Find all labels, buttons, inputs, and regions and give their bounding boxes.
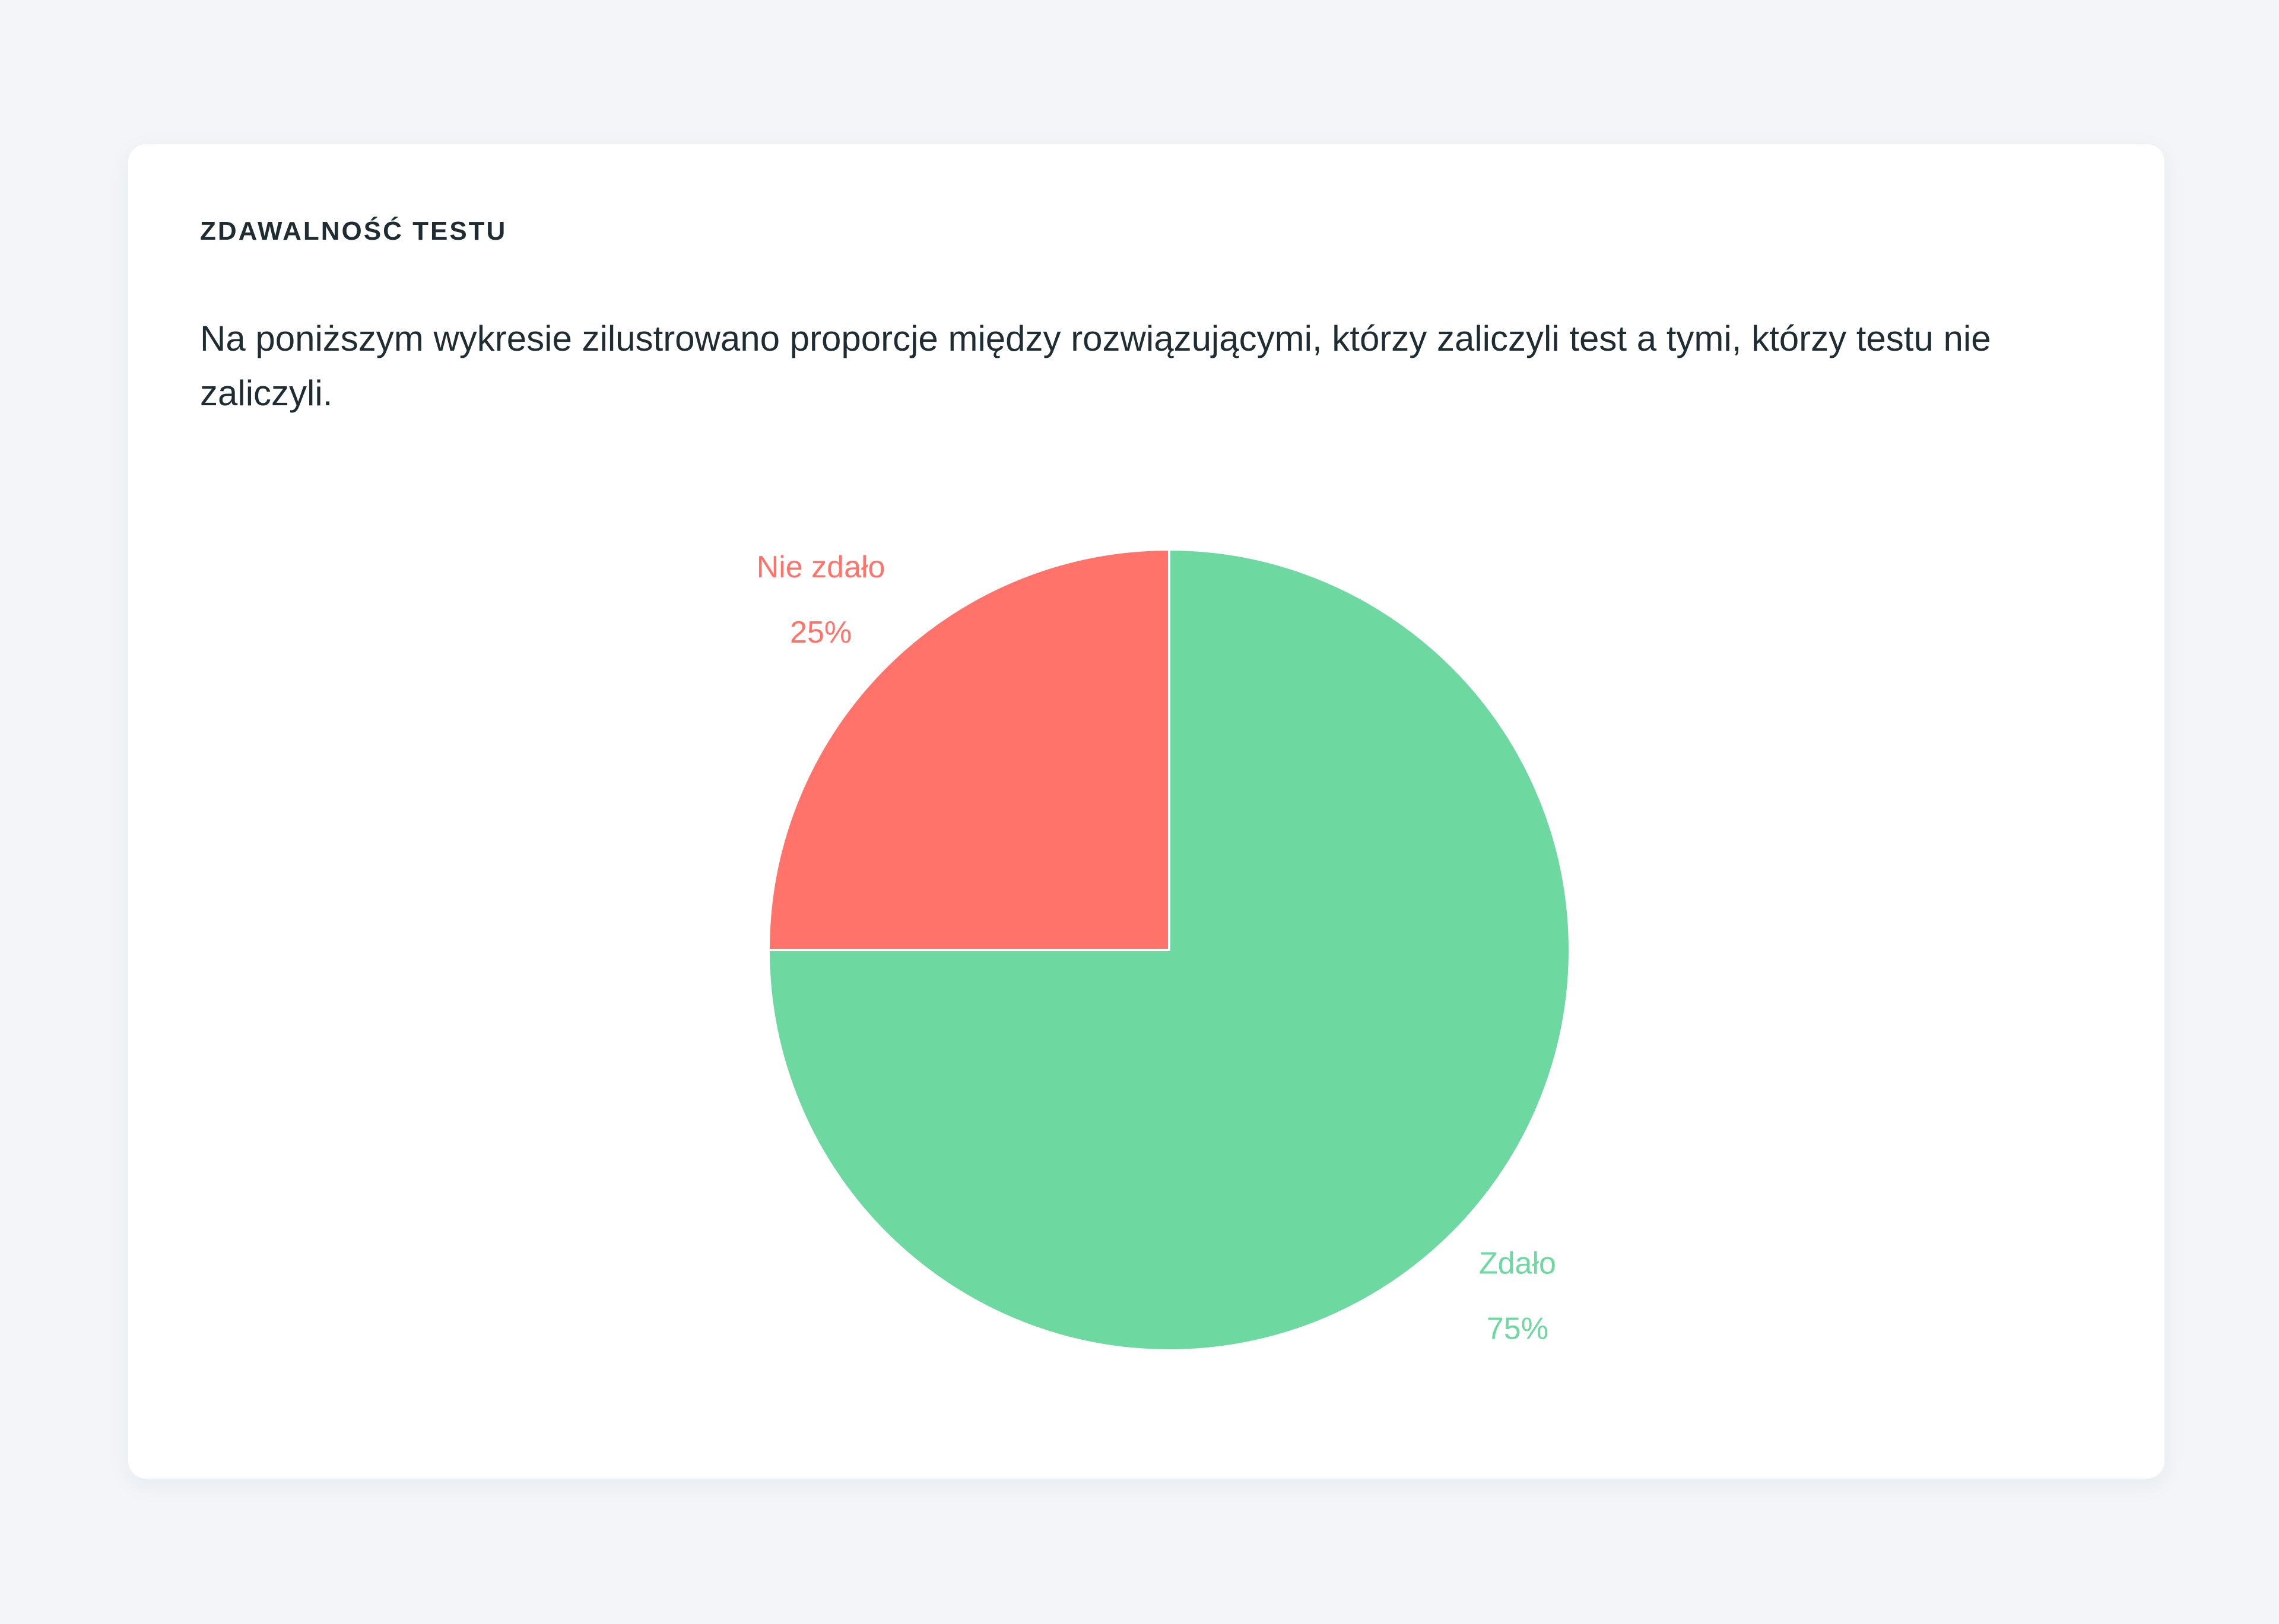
- slice-label-zdalo: Zdało: [1479, 1247, 1556, 1281]
- pie-chart: Zdało 75% Nie zdało 25%: [757, 548, 1571, 1352]
- pie-slices: [767, 548, 1571, 1352]
- chart-description: Na poniższym wykresie zilustrowano propo…: [200, 319, 1991, 413]
- slice-value-zdalo: 75%: [1487, 1312, 1548, 1346]
- slice-value-nie-zdalo: 25%: [790, 615, 852, 650]
- pie-slice-nie-zdalo[interactable]: [767, 548, 1170, 951]
- pie-labels: Zdało 75% Nie zdało 25%: [757, 550, 1556, 1346]
- slice-label-nie-zdalo: Nie zdało: [757, 550, 885, 584]
- section-title: ZDAWALNOŚĆ TESTU: [200, 217, 507, 246]
- chart-card: ZDAWALNOŚĆ TESTU Na poniższym wykresie z…: [128, 144, 2164, 1479]
